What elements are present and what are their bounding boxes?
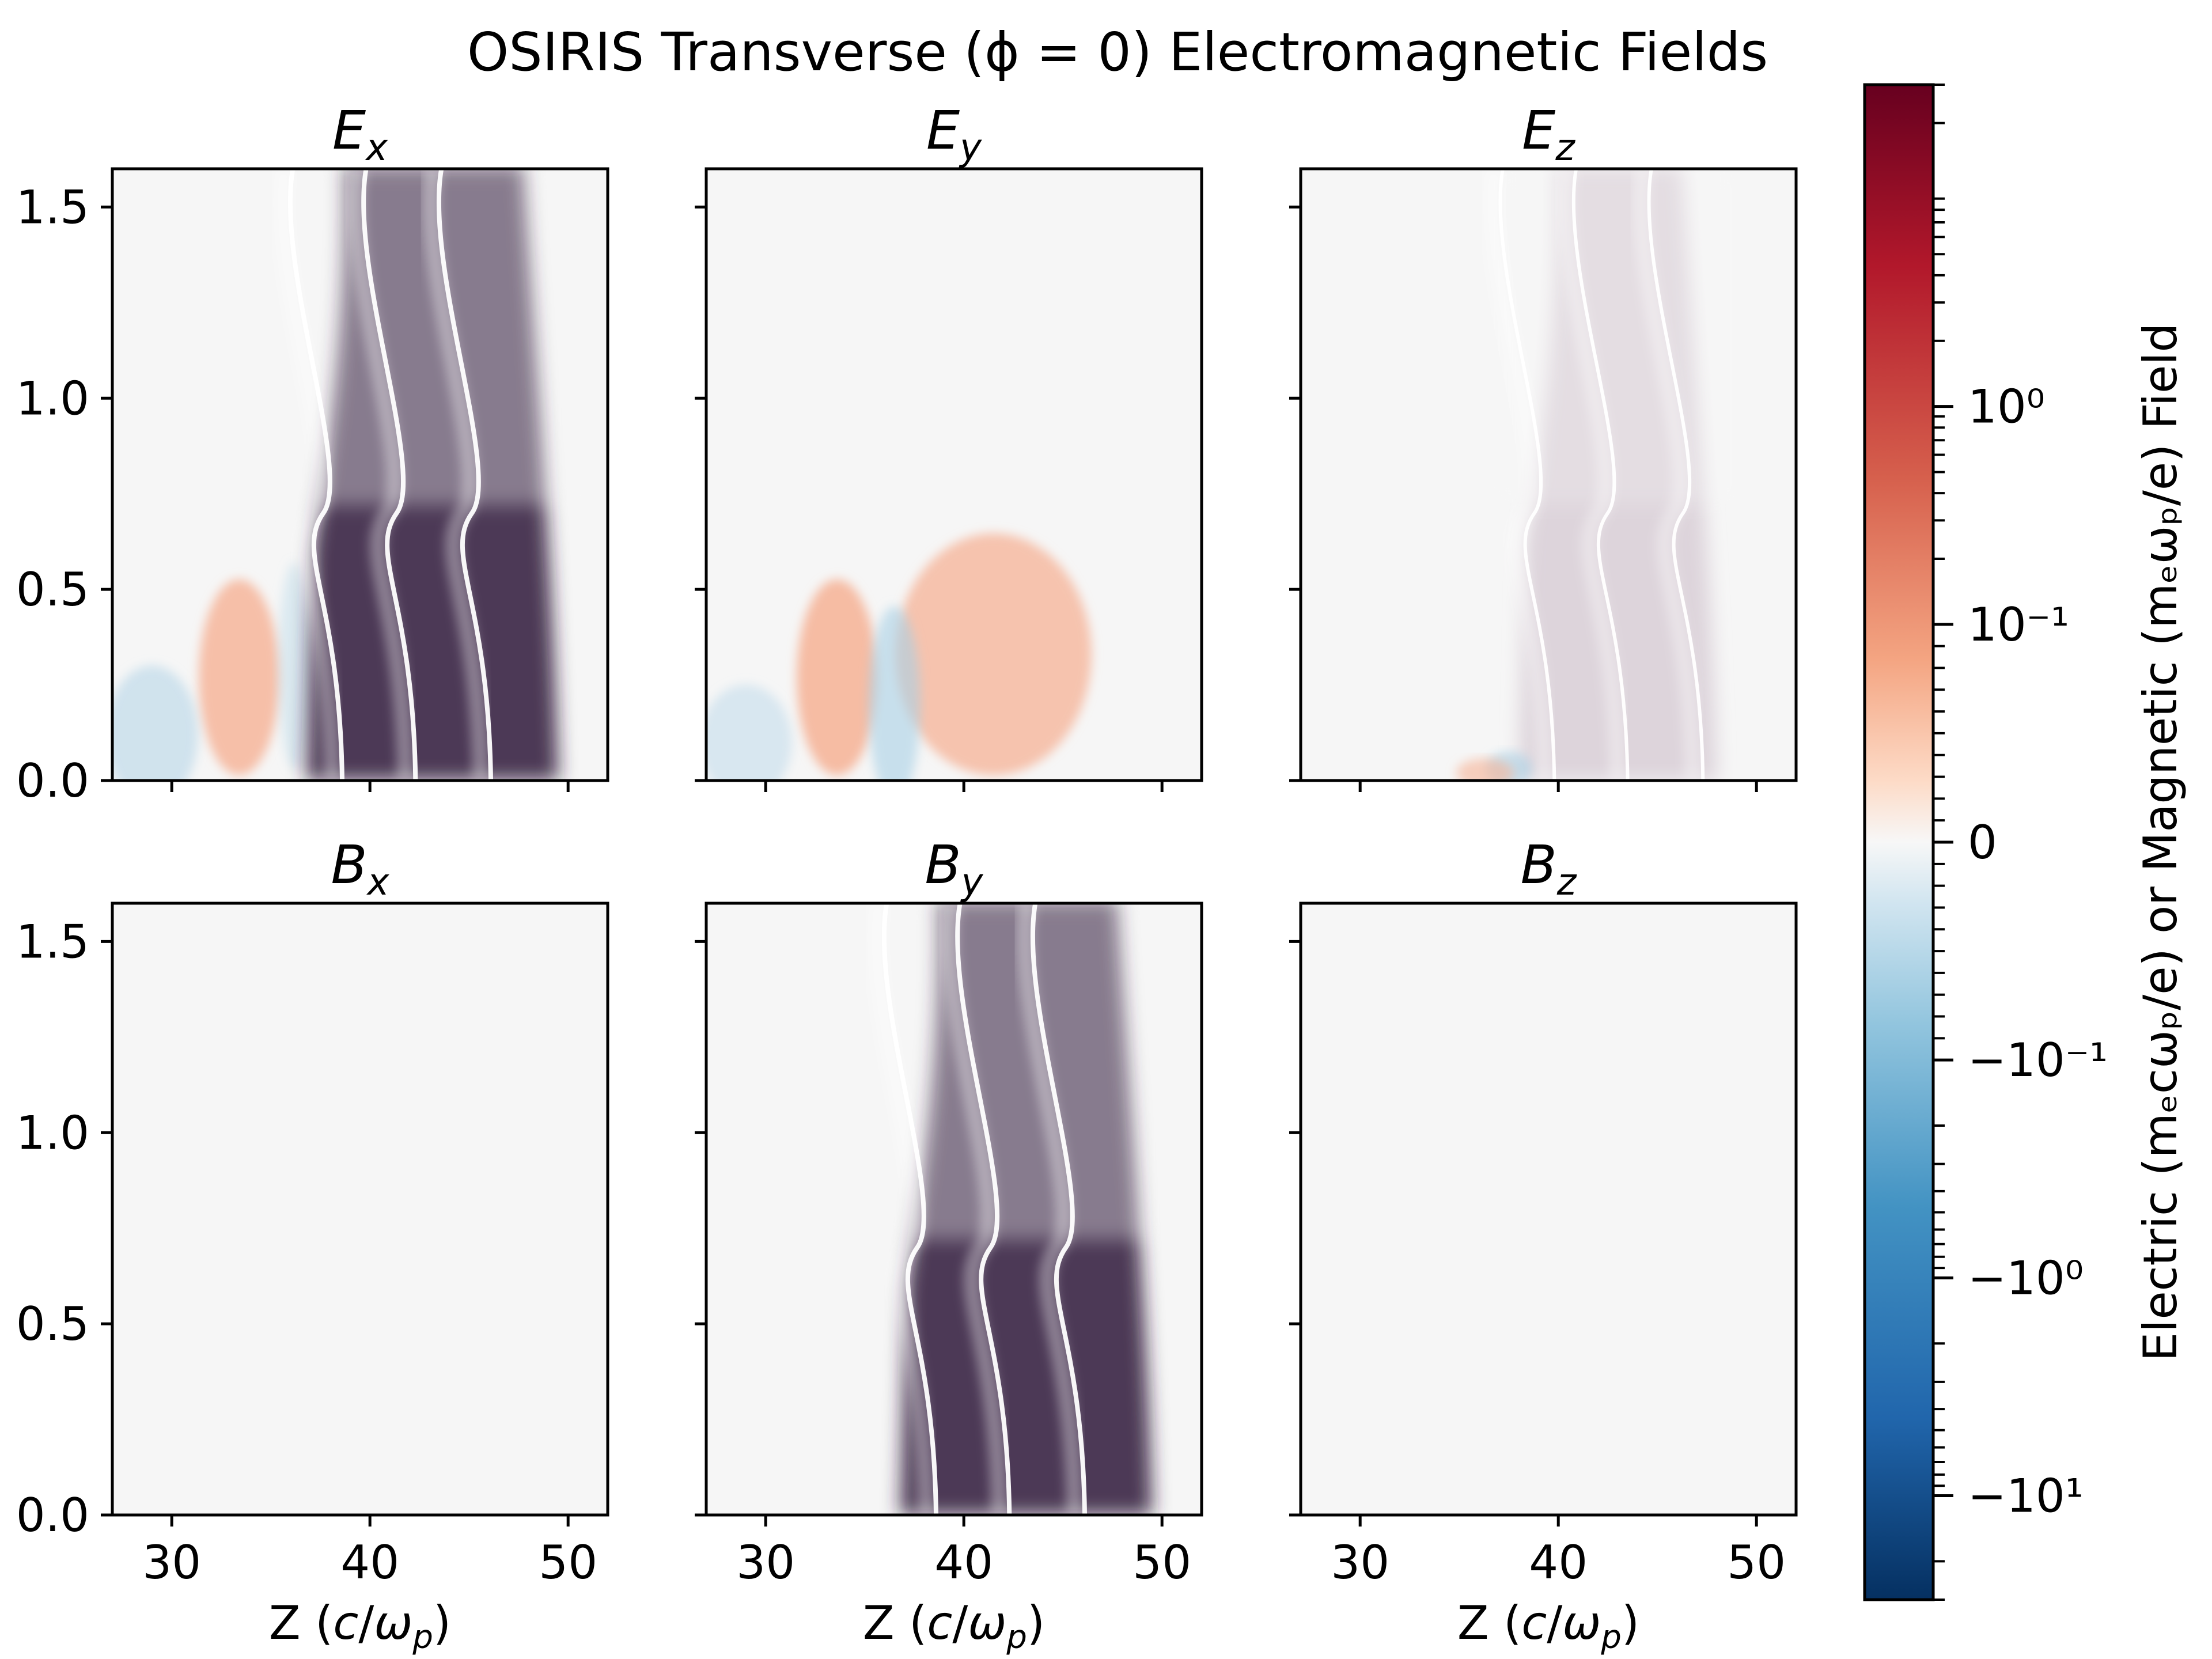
colorbar-tick-label: 10⁻¹ [1968,598,2069,652]
colorbar-gradient [1863,83,1935,1601]
panel-title: Ey [926,100,982,169]
panel-title-subscript: x [365,127,388,169]
panel-frame [704,902,1203,1517]
panel-frame [111,167,609,782]
negative-lobe [706,684,792,781]
negative-lobe [112,665,198,781]
y-tick-label: 0.5 [16,563,89,616]
y-tick-label: 1.5 [16,915,89,968]
wake-nodal-glow [347,169,415,781]
panel-background [1301,903,1796,1515]
wake-nodal-glow [274,169,341,781]
panel-frame [111,902,609,1517]
panel-Bx: Bx 30 40 50 Z (c/ωp) 0.0 0.5 1.0 1.5 [16,834,609,1656]
panel-title-subscript: z [1555,127,1575,169]
positive-lobe [1456,758,1514,781]
wake-nodal-glow [1557,169,1627,781]
panel-grid: Ex 0.0 0.5 1.0 1.5 Ey Ez Bx 30 40 50 Z (c/ωp) 0.0 0.5… [16,100,1798,1656]
panel-field [112,169,581,781]
panel-field [868,903,1175,1515]
positive-lobe [199,579,280,775]
x-axis-label: Z (c/ωp) [269,1596,451,1656]
panel-By: By 30 40 50 Z (c/ωp) [695,834,1203,1656]
colorbar-tick-label: −10¹ [1968,1469,2084,1523]
panel-title: Ex [332,100,388,169]
wake-nodal-glow [941,903,1009,1515]
panel-background [112,903,608,1515]
x-tick-label: 50 [1132,1536,1191,1589]
x-axis-label: Z (c/ωp) [863,1596,1045,1656]
panel-frame [1299,902,1798,1517]
panel-Ey: Ey [695,100,1203,792]
wake-nodal-glow [868,903,935,1515]
panel-field [1456,169,1740,781]
panel-title-subscript: x [366,861,390,904]
negative-lobe [278,562,311,770]
x-tick-label: 30 [142,1536,201,1589]
panel-title-subscript: y [959,127,982,169]
panel-title: By [925,834,984,904]
panel-frame [1299,167,1798,782]
x-tick-label: 30 [1331,1536,1389,1589]
panel-title-subscript: z [1556,861,1577,904]
wake-nodal-glow [422,169,490,781]
y-tick-label: 1.0 [16,372,89,425]
panel-title: Ez [1522,100,1575,169]
colorbar-ticks: 10⁰ 10⁻¹ 0 −10⁻¹ −10⁰ −10¹ [1933,84,2108,1601]
negative-lobe [868,606,921,781]
positive-lobe [797,579,878,775]
colorbar-tick-label: −10⁻¹ [1968,1033,2108,1087]
x-tick-label: 40 [340,1536,399,1589]
panel-field [706,533,1092,781]
wake-nodal-glow [1483,169,1554,781]
colorbar-tick-label: 0 [1968,816,1997,869]
y-tick-label: 1.5 [16,180,89,234]
colorbar-label: Electric (mₑcωₚ/e) or Magnetic (mₑωₚ/e) … [2134,323,2187,1362]
colorbar-tick-label: −10⁰ [1968,1251,2084,1305]
panel-title-subscript: y [960,861,984,904]
y-tick-label: 0.0 [16,1488,89,1542]
panel-title: Bz [1521,834,1577,904]
panel-Ex: Ex 0.0 0.5 1.0 1.5 [16,100,609,808]
panel-frame [704,167,1203,782]
positive-lobe [895,533,1092,775]
x-tick-label: 40 [1529,1536,1588,1589]
x-axis-label: Z (c/ωp) [1457,1596,1639,1656]
wake-region [274,169,581,781]
y-tick-label: 0.0 [16,754,89,808]
x-tick-label: 40 [934,1536,993,1589]
chart-title: OSIRIS Transverse (ϕ = 0) Electromagneti… [467,21,1768,83]
y-tick-label: 1.0 [16,1106,89,1160]
x-tick-label: 30 [736,1536,795,1589]
panel-title: Bx [331,834,390,904]
y-tick-label: 0.5 [16,1297,89,1351]
x-tick-label: 50 [539,1536,597,1589]
wake-nodal-glow [1016,903,1084,1515]
wake-nodal-glow [1632,169,1702,781]
wake-region [868,903,1175,1515]
wake-region [1483,169,1740,781]
panel-Ez: Ez [1289,100,1798,792]
colorbar-tick-label: 10⁰ [1968,380,2045,434]
colorbar: 10⁰ 10⁻¹ 0 −10⁻¹ −10⁰ −10¹ Electric (mₑcωₚ/e)… [1863,83,2187,1601]
x-tick-label: 50 [1727,1536,1786,1589]
panel-Bz: Bz 30 40 50 Z (c/ωp) [1289,834,1798,1656]
